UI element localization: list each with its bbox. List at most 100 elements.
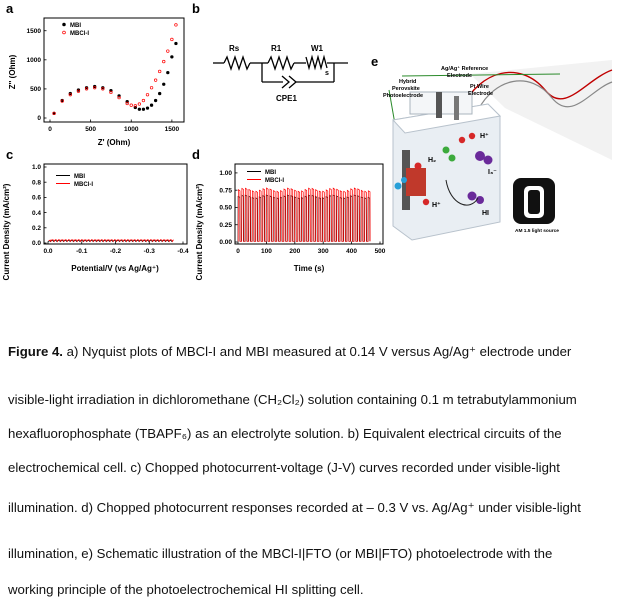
proton-dot	[468, 132, 476, 140]
y-tick-label: 500	[30, 86, 41, 93]
panel-label-a: a	[6, 1, 14, 16]
electron-dot	[401, 177, 407, 183]
reference-electrode	[436, 92, 442, 118]
x-tick-label: 500	[375, 248, 386, 255]
legend-label: MBCl-I	[265, 178, 284, 184]
data-point	[137, 102, 142, 106]
y-tick-label: 0.50	[219, 205, 232, 212]
data-point	[149, 86, 154, 90]
iodide-dot	[483, 155, 493, 165]
caption-label: Figure 4.	[8, 344, 63, 359]
panel-label-d: d	[192, 147, 200, 162]
x-axis-label: Time (s)	[294, 264, 325, 273]
data-point	[133, 104, 137, 108]
green-line-top	[401, 73, 561, 77]
data-point	[129, 103, 133, 107]
caption-line-3: hexafluorophosphate (TBAPF₆) as an elect…	[8, 426, 562, 441]
label-light-source: AM 1.5 light source	[515, 228, 559, 234]
photocurrent-chart: Current Density (mA/cm²) Time (s) 0 100 20…	[195, 163, 386, 280]
label-ref-1: Ag/Ag⁺ Reference	[441, 65, 488, 72]
panel-label-b: b	[192, 1, 200, 16]
panel-label-c: c	[6, 147, 13, 162]
light-source-core	[528, 190, 540, 214]
iodine-dot	[448, 154, 456, 162]
data-point	[76, 89, 81, 93]
label-perovskite: Perovskite	[392, 86, 420, 92]
label-r1: R1	[271, 44, 282, 53]
y-tick-label: 1.0	[32, 164, 41, 171]
light-beam	[470, 60, 612, 160]
data-point	[125, 101, 129, 106]
label-hplus-1: H⁺	[480, 132, 489, 140]
caption-line-6: illumination, e) Schematic illustration …	[8, 546, 553, 561]
proton-dot	[414, 162, 422, 170]
x-tick-label: 0.0	[43, 248, 52, 255]
caption-line-7: working principle of the photoelectroche…	[8, 582, 364, 597]
label-i3: I₃⁻	[488, 169, 497, 176]
iodide-dot	[467, 191, 477, 201]
pec-cell-schematic: Ag/Ag⁺ Reference Electrode Hybrid Perovs…	[383, 60, 613, 241]
caption-line-4: electrochemical cell. c) Chopped photocu…	[8, 460, 560, 475]
jv-chart: Current Density (mA/cm²) Potential/V (vs…	[2, 163, 189, 280]
data-point	[158, 91, 162, 96]
equivalent-circuit	[213, 54, 348, 89]
label-w1: W1	[311, 44, 324, 53]
x-tick-label: 0	[236, 248, 240, 255]
figure-4: a b c d e Z'' (Ohm) Z' (Ohm) 0 500 1000 150…	[2, 1, 613, 280]
reaction-arrow	[445, 179, 479, 206]
data-point	[174, 23, 178, 27]
data-point	[153, 98, 158, 103]
nyquist-chart: Z'' (Ohm) Z' (Ohm) 0 500 1000 1500 0 500 1000 1…	[8, 17, 185, 147]
plot-frame	[234, 163, 384, 245]
proton-dot	[422, 198, 430, 206]
y-tick-label: 0.8	[32, 179, 41, 186]
x-tick-label: 1500	[165, 126, 180, 133]
data-point	[101, 87, 105, 91]
y-axis-label: Current Density (mA/cm²)	[2, 183, 11, 280]
x-tick-label: -0.2	[110, 248, 122, 255]
legend-label: MBCl-I	[74, 182, 93, 188]
data-point	[68, 93, 72, 97]
x-tick-label: 0	[48, 126, 52, 133]
legend-marker	[62, 30, 66, 35]
x-axis-label: Z' (Ohm)	[98, 138, 131, 147]
y-tick-label: 1.00	[219, 170, 232, 177]
series-line	[48, 239, 174, 243]
panel-label-e: e	[371, 54, 378, 69]
legend-label: MBI	[265, 170, 276, 176]
x-tick-label: 300	[318, 248, 329, 255]
iodide-dot	[475, 151, 485, 161]
y-tick-label: 0.00	[219, 239, 232, 246]
data-point	[117, 95, 121, 100]
data-point	[166, 70, 170, 75]
label-pt-2: Electrode	[468, 91, 493, 97]
iodine-dot	[442, 146, 450, 154]
x-tick-label: -0.4	[177, 248, 189, 255]
x-tick-label: -0.1	[76, 248, 88, 255]
circuit-labels: Rs R1 W1 s CPE1	[229, 44, 329, 103]
label-s: s	[325, 70, 329, 77]
data-point	[84, 87, 89, 91]
data-point	[141, 107, 146, 111]
y-tick-label: 0	[37, 115, 41, 122]
y-tick-label: 1500	[27, 28, 42, 35]
y-tick-label: 0.6	[32, 195, 41, 202]
data-point	[166, 49, 170, 53]
y-tick-label: 0.4	[32, 210, 41, 217]
data-point	[162, 82, 166, 86]
legend-label: MBI	[74, 174, 85, 180]
data-point	[149, 103, 154, 107]
legend-label: MBI	[70, 23, 81, 29]
data-point	[158, 69, 162, 74]
pt-wire-electrode	[454, 96, 459, 120]
label-photoelectrode: Photoelectrode	[383, 93, 423, 99]
data-point	[141, 98, 146, 103]
y-tick-label: 0.0	[32, 240, 41, 247]
label-ref-2: Electrode	[447, 73, 472, 79]
data-point	[137, 107, 142, 111]
y-tick-label: 0.2	[32, 225, 41, 232]
data-point	[170, 55, 174, 59]
label-hybrid: Hybrid	[399, 79, 416, 85]
data-point	[60, 99, 64, 103]
label-hi: HI	[482, 210, 489, 217]
